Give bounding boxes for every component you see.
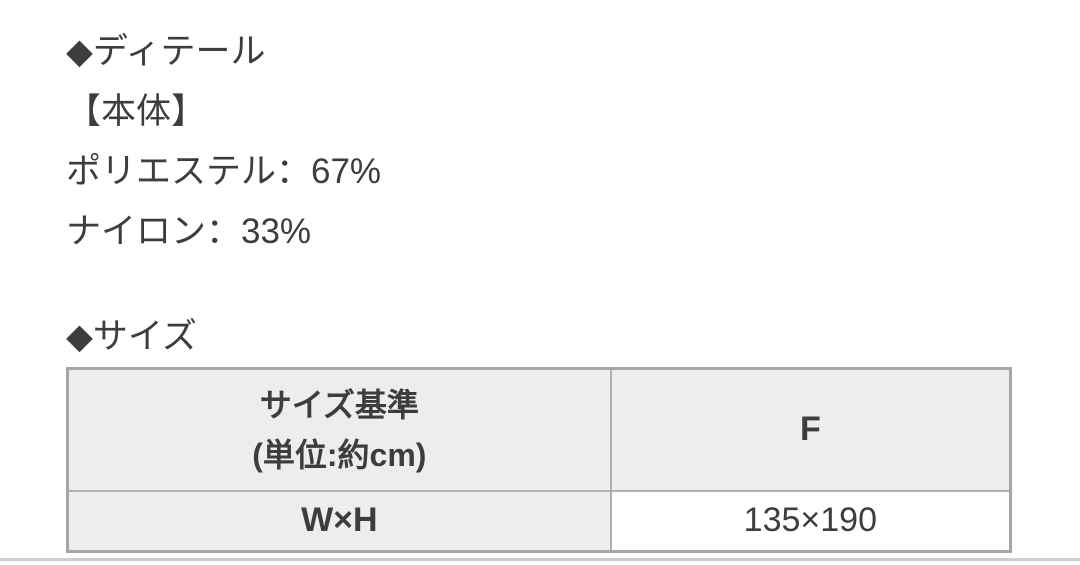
- dimension-value-cell: 135×190: [609, 489, 1012, 553]
- size-heading-label: サイズ: [92, 317, 197, 356]
- size-column-header-cell: F: [609, 367, 1012, 492]
- detail-heading: ◆ディテール: [66, 22, 1012, 82]
- material-line-nylon: ナイロン：33%: [66, 212, 312, 251]
- body-subheading: 【本体】: [66, 92, 207, 131]
- size-table-data-row: W×H 135×190: [66, 489, 1012, 553]
- size-standard-line1: サイズ基準: [259, 386, 419, 423]
- diamond-icon: ◆: [66, 317, 93, 356]
- size-table-header-row: サイズ基準 (単位:約cm) F: [66, 367, 1012, 492]
- product-detail-content: ◆ディテール 【本体】 ポリエステル：67% ナイロン：33% ◆サイズ サイズ…: [66, 22, 1012, 553]
- detail-heading-label: ディテール: [92, 32, 266, 71]
- material-line-polyester: ポリエステル：67%: [66, 152, 382, 191]
- size-heading: ◆サイズ: [66, 307, 1012, 367]
- size-standard-header-cell: サイズ基準 (単位:約cm): [66, 367, 612, 492]
- dimension-label-cell: W×H: [66, 489, 612, 553]
- size-standard-line2: (単位:約cm): [252, 436, 427, 473]
- diamond-icon: ◆: [66, 32, 93, 71]
- size-table: サイズ基準 (単位:約cm) F W×H 135×190: [66, 367, 1012, 553]
- section-divider: [0, 558, 1080, 561]
